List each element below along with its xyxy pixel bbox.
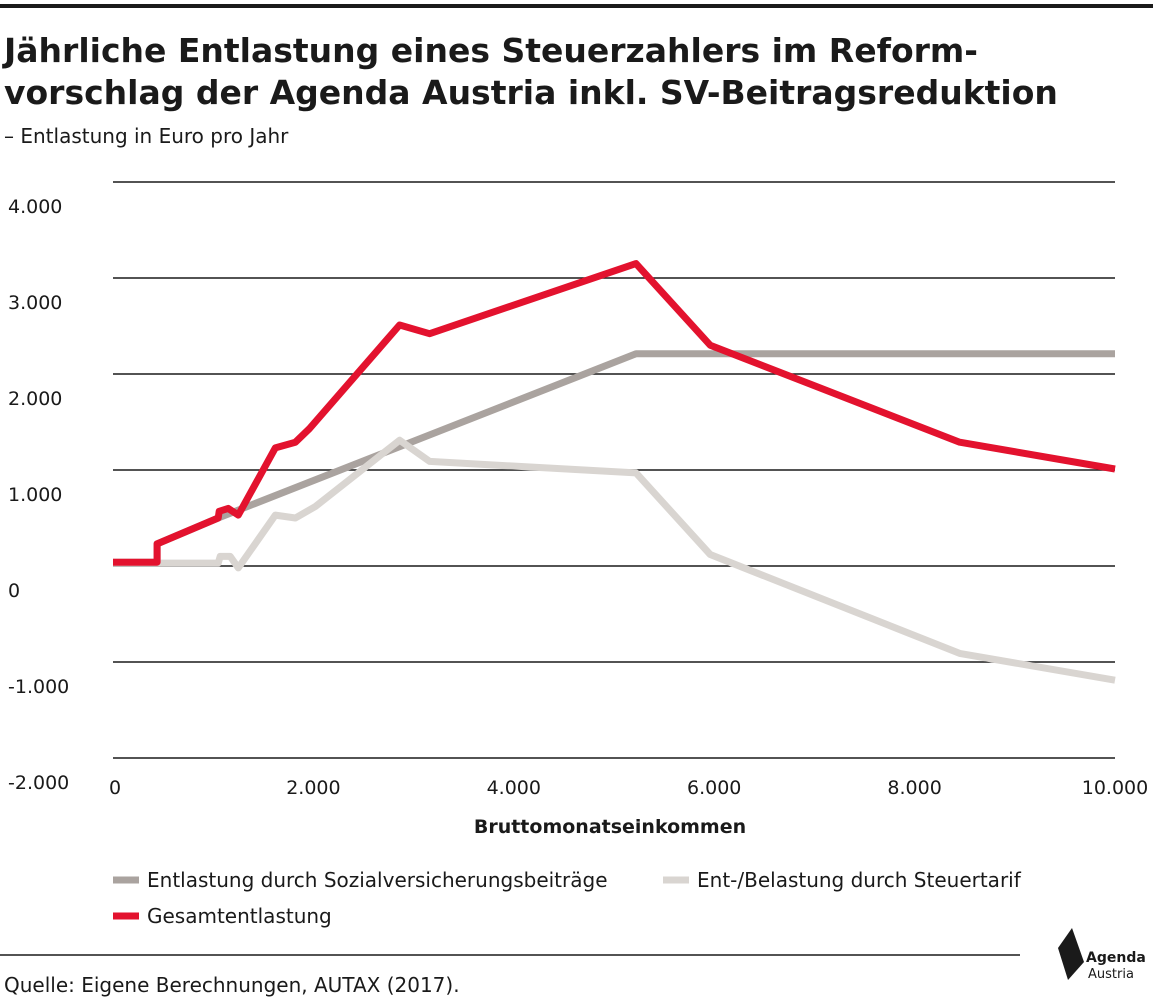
top-rule <box>0 4 1153 8</box>
y-tick-label: 4.000 <box>8 196 62 218</box>
line-series <box>113 436 1116 684</box>
x-tick-label: 6.000 <box>687 777 741 799</box>
chart-title: vorschlag der Agenda Austria inkl. SV-Be… <box>4 73 1058 112</box>
x-tick-label: 10.000 <box>1082 777 1148 799</box>
line-series <box>113 260 1116 566</box>
legend-label: Gesamtentlastung <box>147 904 332 928</box>
y-tick-label: 0 <box>8 580 20 602</box>
logo-text: Austria <box>1088 967 1134 982</box>
x-axis-label: Bruttomonatseinkommen <box>474 816 746 838</box>
y-tick-label: 2.000 <box>8 388 62 410</box>
subtitle: – Entlastung in Euro pro Jahr <box>4 124 289 148</box>
logo-text: Agenda <box>1086 950 1146 966</box>
x-tick-label: 2.000 <box>286 777 340 799</box>
legend-label: Ent-/Belastung durch Steuertarif <box>697 868 1022 892</box>
chart-title: Jährliche Entlastung eines Steuerzahlers… <box>2 31 978 70</box>
y-tick-label: -1.000 <box>8 676 69 698</box>
y-tick-label: 3.000 <box>8 292 62 314</box>
logo-mark <box>1058 928 1084 980</box>
x-tick-label: 8.000 <box>887 777 941 799</box>
legend-label: Entlastung durch Sozialversicherungsbeit… <box>147 868 608 892</box>
source: Quelle: Eigene Berechnungen, AUTAX (2017… <box>4 973 460 997</box>
y-tick-label: -2.000 <box>8 772 69 794</box>
y-tick-label: 1.000 <box>8 484 62 506</box>
x-tick-label: 0 <box>109 777 121 799</box>
x-tick-label: 4.000 <box>487 777 541 799</box>
